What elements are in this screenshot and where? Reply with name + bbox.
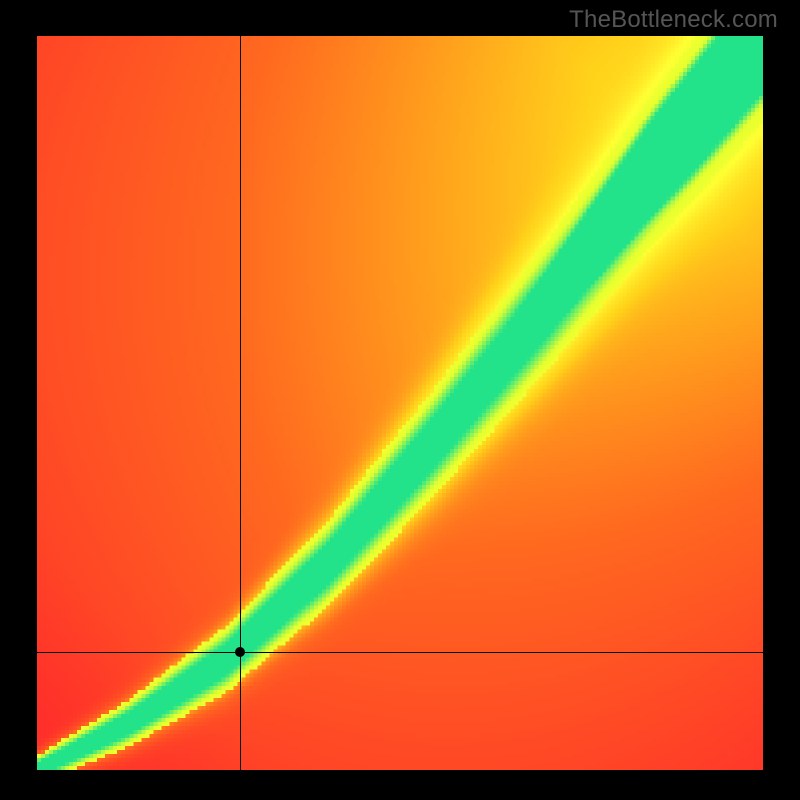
crosshair-vertical — [240, 36, 241, 770]
crosshair-marker — [235, 647, 245, 657]
bottleneck-heatmap — [37, 36, 763, 770]
heatmap-canvas — [37, 36, 763, 770]
crosshair-horizontal — [37, 652, 763, 653]
watermark-text: TheBottleneck.com — [569, 6, 778, 34]
